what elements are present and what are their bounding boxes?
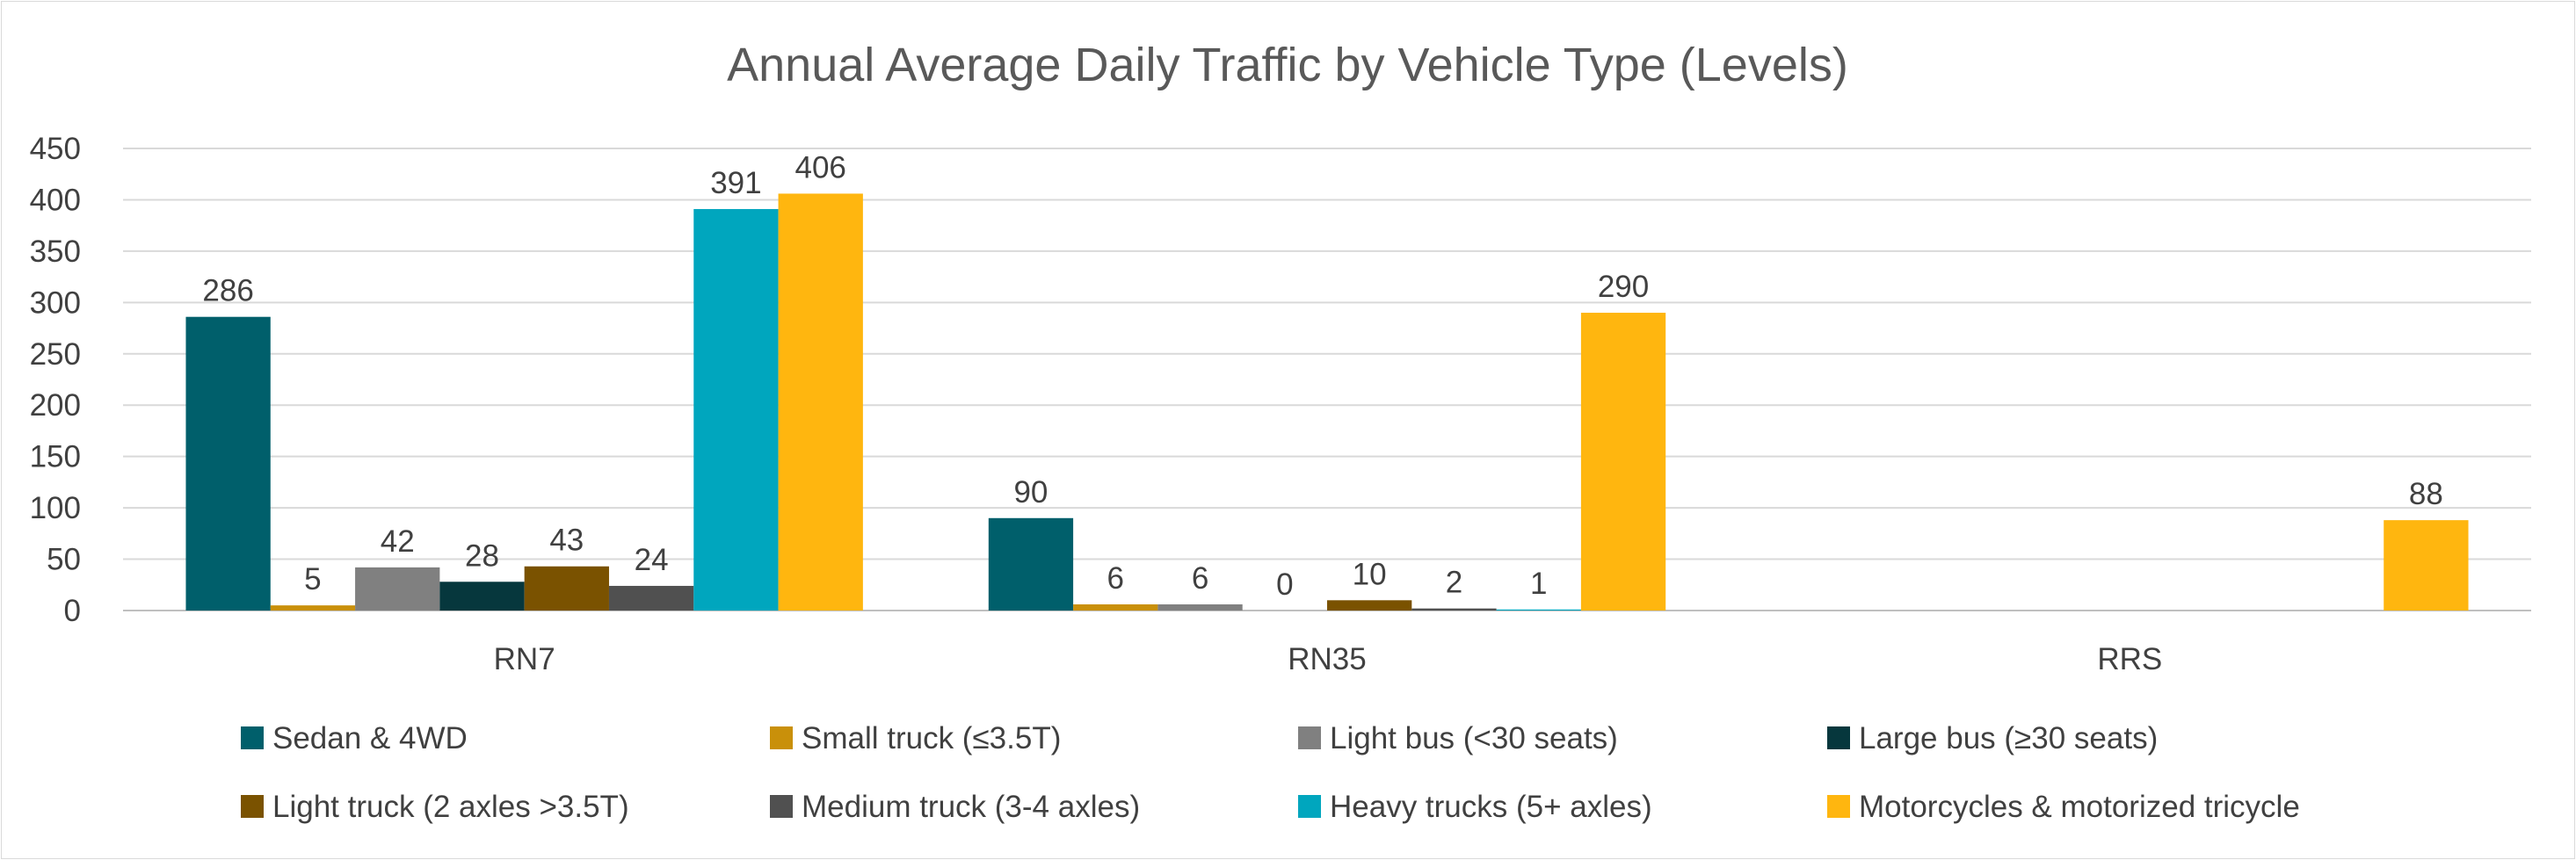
y-axis-ticks: 0 50 100 150 200 250 300 350 400 450	[30, 132, 81, 628]
y-tick-label: 350	[30, 235, 81, 269]
y-tick-label: 400	[30, 183, 81, 217]
legend-swatch	[1298, 795, 1321, 818]
legend-swatch	[770, 726, 793, 749]
bar	[1411, 608, 1497, 611]
y-tick-label: 150	[30, 440, 81, 474]
data-label: 1	[1530, 567, 1547, 601]
legend-swatch	[1298, 726, 1321, 749]
legend-item: Light truck (2 axles >3.5T)	[241, 790, 629, 824]
chart-title: Annual Average Daily Traffic by Vehicle …	[727, 39, 1848, 91]
bar	[185, 316, 271, 611]
legend-item: Small truck (≤3.5T)	[770, 721, 1061, 755]
data-label: 88	[2409, 477, 2443, 511]
legend-label: Medium truck (3-4 axles)	[802, 790, 1140, 824]
data-label: 391	[710, 166, 761, 200]
legend-item: Motorcycles & motorized tricycle	[1827, 790, 2300, 824]
x-category-label: RN35	[1288, 642, 1366, 676]
data-label: 2	[1446, 566, 1462, 600]
legend-item: Heavy trucks (5+ axles)	[1298, 790, 1652, 824]
legend-swatch	[1827, 726, 1850, 749]
bar	[2384, 520, 2469, 611]
legend-label: Large bus (≥30 seats)	[1859, 721, 2158, 755]
legend-item: Light bus (<30 seats)	[1298, 721, 1618, 755]
y-tick-label: 250	[30, 337, 81, 372]
bar	[1073, 603, 1158, 611]
data-label: 0	[1276, 567, 1293, 602]
legend-label: Light truck (2 axles >3.5T)	[272, 790, 629, 824]
legend-label: Small truck (≤3.5T)	[802, 721, 1061, 755]
bar	[778, 193, 863, 611]
y-tick-label: 200	[30, 388, 81, 423]
legend-label: Light bus (<30 seats)	[1330, 721, 1618, 755]
legend-label: Motorcycles & motorized tricycle	[1859, 790, 2300, 824]
legend-swatch	[241, 726, 264, 749]
bar	[988, 517, 1074, 611]
bar	[270, 605, 356, 611]
data-label: 406	[795, 150, 846, 184]
legend-label: Sedan & 4WD	[272, 721, 468, 755]
legend-item: Large bus (≥30 seats)	[1827, 721, 2158, 755]
y-tick-label: 100	[30, 491, 81, 525]
x-axis-categories: RN7 RN35 RRS	[494, 642, 2163, 676]
data-label: 10	[1353, 557, 1387, 591]
data-label: 43	[549, 524, 584, 558]
x-category-label: RN7	[494, 642, 555, 676]
legend-swatch	[241, 795, 264, 818]
y-tick-label: 50	[47, 543, 81, 577]
legend-item: Sedan & 4WD	[241, 721, 468, 755]
data-label: 90	[1013, 475, 1048, 509]
data-label: 6	[1107, 561, 1124, 596]
data-label: 28	[465, 538, 499, 573]
bar	[1327, 600, 1412, 611]
data-label: 286	[202, 274, 253, 308]
data-label: 5	[304, 562, 321, 596]
bar	[1580, 313, 1666, 611]
bar	[1157, 603, 1243, 611]
data-labels: 286 5 42 28 43 24 391 406 90 6 6 0 10 2 1 290 88	[202, 150, 2442, 602]
bar	[1496, 609, 1581, 611]
data-label: 42	[381, 524, 415, 559]
data-label: 6	[1192, 561, 1208, 596]
data-label: 24	[635, 543, 669, 577]
bars	[185, 193, 2469, 611]
data-label: 290	[1598, 270, 1649, 304]
bar	[355, 567, 440, 611]
bar	[524, 566, 609, 611]
y-tick-label: 0	[64, 594, 81, 628]
legend-swatch	[1827, 795, 1850, 818]
y-tick-label: 300	[30, 285, 81, 320]
legend-item: Medium truck (3-4 axles)	[770, 790, 1140, 824]
legend: Sedan & 4WD Small truck (≤3.5T) Light bus …	[241, 721, 2300, 824]
x-category-label: RRS	[2097, 642, 2162, 676]
legend-swatch	[770, 795, 793, 818]
bar	[439, 582, 525, 611]
y-tick-label: 450	[30, 132, 81, 166]
bar	[608, 585, 694, 611]
bar	[693, 208, 779, 611]
legend-label: Heavy trucks (5+ axles)	[1330, 790, 1652, 824]
